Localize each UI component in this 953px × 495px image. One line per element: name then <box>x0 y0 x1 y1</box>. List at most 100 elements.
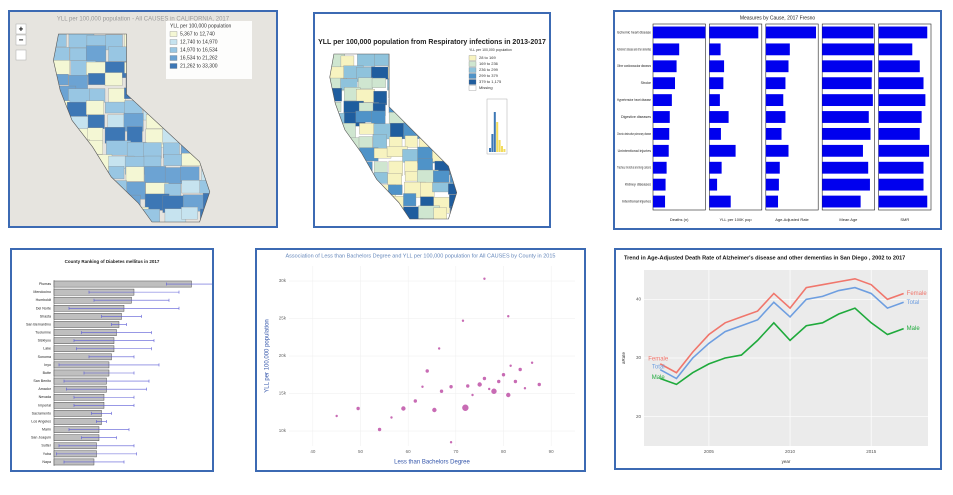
category-label: Amador <box>38 387 51 391</box>
y-tick-label: 30k <box>279 278 287 283</box>
zoom-label[interactable]: + <box>19 25 24 34</box>
point <box>488 387 491 391</box>
panel-county-ranking: County Ranking of Diabetes mellitus in 2… <box>10 248 214 472</box>
panel-scatter: Association of Less than Bachelors Degre… <box>255 248 586 472</box>
bar <box>765 127 782 140</box>
legend-swatch <box>468 67 477 73</box>
county <box>329 195 347 207</box>
point <box>506 392 511 398</box>
county <box>329 87 342 102</box>
point <box>421 385 424 388</box>
facet-label: Deaths (n) <box>670 217 689 222</box>
point <box>462 404 469 411</box>
county <box>329 161 347 175</box>
category-label: Digestive diseases <box>621 115 651 119</box>
county <box>358 195 374 205</box>
point <box>449 385 453 389</box>
y-tick-label: 10k <box>279 428 287 433</box>
y-tick-label: 30 <box>636 355 642 360</box>
county <box>329 125 342 139</box>
county <box>420 75 440 91</box>
bar <box>709 94 720 107</box>
county <box>144 166 167 183</box>
county <box>371 77 386 88</box>
bar <box>878 161 924 174</box>
layers-button <box>15 49 27 61</box>
bar <box>822 127 871 140</box>
category-label: Humboldt <box>36 298 51 302</box>
category-label: San Benito <box>33 379 51 383</box>
legend-label: 28 to 169 <box>479 55 496 60</box>
county <box>359 171 372 188</box>
point <box>482 376 487 381</box>
x-tick-label: 50 <box>358 449 364 454</box>
bar <box>653 60 677 73</box>
county <box>329 205 340 218</box>
x-tick-label: 90 <box>549 449 555 454</box>
panel-line: Trend in Age-Adjusted Death Rate of Alzh… <box>614 248 942 470</box>
category-label: Tuolumne <box>35 331 51 335</box>
histogram-bar <box>498 140 501 152</box>
county <box>450 99 457 113</box>
point <box>509 364 512 367</box>
bar <box>765 77 786 90</box>
category-label: Ischemic heart disease <box>617 30 651 34</box>
facet-label: Age-Adjusted Rate <box>775 217 809 222</box>
county <box>433 54 450 70</box>
bar <box>709 111 729 123</box>
bar <box>765 94 784 107</box>
category-label: Sutter <box>41 444 51 448</box>
county <box>404 87 424 101</box>
point <box>537 382 541 387</box>
category-label: Kidney diseases <box>625 183 651 187</box>
county <box>403 65 421 82</box>
county <box>448 88 457 105</box>
x-tick-label: 60 <box>406 449 412 454</box>
county <box>69 47 87 61</box>
category-label: Imperial <box>38 403 51 407</box>
point <box>425 369 429 373</box>
county <box>450 206 457 219</box>
point <box>491 388 497 394</box>
chart-title: County Ranking of Diabetes mellitus in 2… <box>65 259 160 264</box>
zoom-button <box>15 23 27 35</box>
bar <box>822 178 870 191</box>
map-title: YLL per 100,000 population - All CAUSES … <box>57 17 230 23</box>
panel-map-all-causes: YLL per 100,000 population - All CAUSES … <box>8 10 278 228</box>
county <box>388 160 403 176</box>
category-label: Siskiyou <box>38 339 51 343</box>
line-series <box>659 277 904 374</box>
legend-box <box>166 21 252 79</box>
point <box>501 373 506 377</box>
county <box>435 90 452 106</box>
county <box>329 137 342 154</box>
bar <box>878 94 926 107</box>
legend-swatch <box>169 55 178 61</box>
y-tick-label: 25k <box>279 316 287 321</box>
county <box>358 77 373 90</box>
category-label: Los Angeles <box>31 419 51 423</box>
county <box>435 125 450 141</box>
x-axis-label: year <box>782 459 791 464</box>
y-tick-label: 20k <box>279 353 287 358</box>
bar <box>878 127 920 140</box>
bar <box>709 127 721 140</box>
bar <box>878 60 920 73</box>
county <box>356 182 372 199</box>
panel-svg: YLL per 100,000 population from Respirat… <box>318 39 546 220</box>
bar <box>653 77 676 90</box>
x-tick-label: 40 <box>310 449 316 454</box>
county <box>343 170 359 181</box>
legend-swatch <box>468 79 477 85</box>
point <box>477 382 482 387</box>
point <box>461 319 465 322</box>
zoom-label[interactable]: − <box>19 36 24 45</box>
bar <box>709 26 759 39</box>
bar <box>878 111 922 123</box>
legend-label: 236 to 299 <box>479 67 499 72</box>
bar <box>709 144 736 157</box>
counties <box>329 54 457 219</box>
bar <box>765 43 790 56</box>
category-label: Mendocino <box>33 290 51 294</box>
bar <box>765 178 779 191</box>
